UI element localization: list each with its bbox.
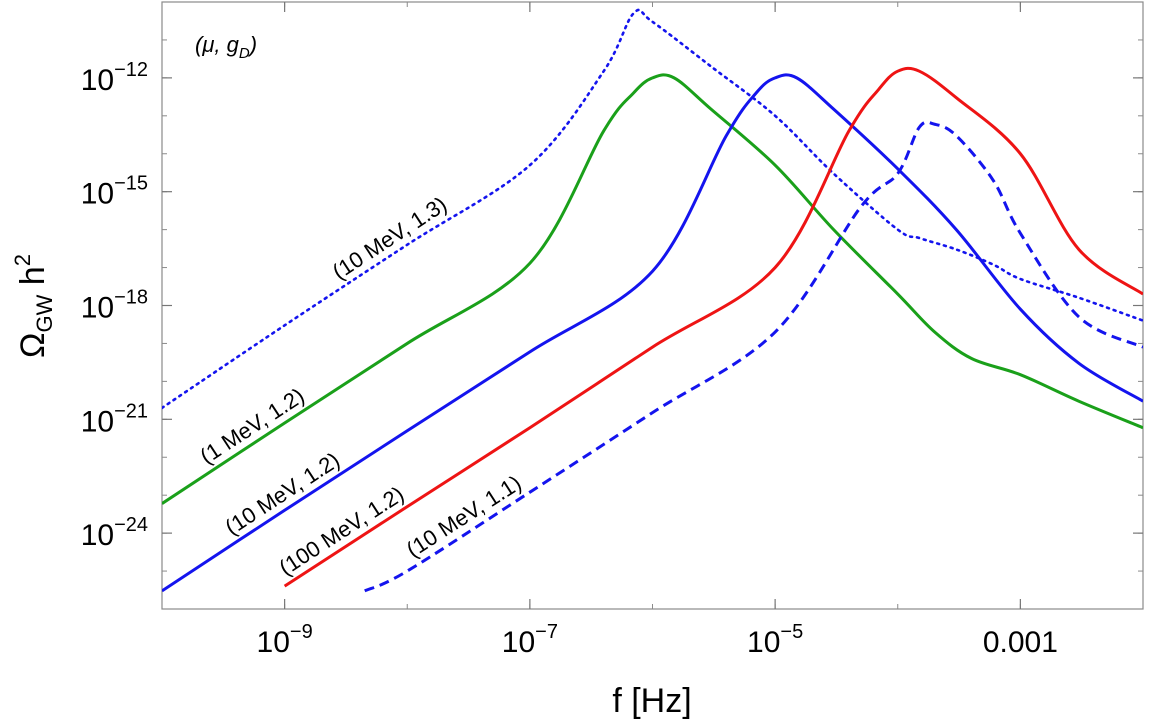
y-axis-title-sub: GW xyxy=(32,294,57,332)
legend-title: (μ, gD) xyxy=(195,32,257,62)
y-axis-title: ΩGW h2 xyxy=(10,254,57,358)
axis-ticks: 10−9 10−7 10−5 0.001 10−12 10−15 10−18 10−21 10−… xyxy=(81,1,1144,659)
series-line xyxy=(162,73,1143,593)
y-tick-label: 10−12 xyxy=(81,59,148,97)
series-line xyxy=(162,73,1143,505)
plot-frame xyxy=(161,1,1144,610)
x-tick-label: 10−7 xyxy=(502,621,558,659)
y-tick-label: 10−21 xyxy=(81,400,148,438)
legend-title-sub: D xyxy=(239,45,250,62)
y-tick-label: 10−24 xyxy=(81,514,148,552)
curve-label: (10 MeV, 1.1) xyxy=(402,470,526,562)
curve-label: (1 MeV, 1.2) xyxy=(195,383,308,469)
legend-title-close: ) xyxy=(247,32,257,57)
y-tick-label: 10−18 xyxy=(81,287,148,325)
x-tick-label: 0.001 xyxy=(983,626,1058,659)
curve-label: (10 MeV, 1.3) xyxy=(328,192,452,285)
x-tick-label: 10−9 xyxy=(257,621,313,659)
series-line xyxy=(364,120,1143,593)
series-line xyxy=(162,8,1143,410)
y-axis-title-tail: h xyxy=(14,266,52,294)
series-line xyxy=(283,66,1143,588)
data-curves xyxy=(162,8,1143,593)
x-axis-title: f [Hz] xyxy=(612,682,691,720)
x-tick-label: 10−5 xyxy=(747,621,803,659)
y-tick-label: 10−15 xyxy=(81,173,148,211)
y-axis-title-sup: 2 xyxy=(10,254,35,266)
legend-title-open: (μ, g xyxy=(195,32,240,57)
y-axis-title-main: Ω xyxy=(14,333,52,358)
